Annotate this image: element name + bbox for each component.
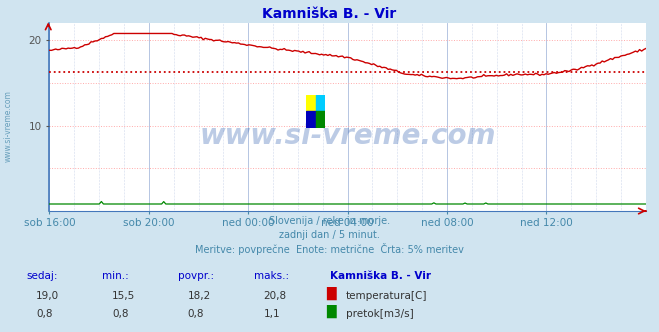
Text: 0,8: 0,8 <box>36 309 53 319</box>
Text: 19,0: 19,0 <box>36 291 59 301</box>
Bar <box>316 95 325 111</box>
Text: Slovenija / reke in morje.: Slovenija / reke in morje. <box>269 216 390 226</box>
Text: www.si-vreme.com: www.si-vreme.com <box>200 122 496 150</box>
Text: 0,8: 0,8 <box>188 309 204 319</box>
Text: temperatura[C]: temperatura[C] <box>346 291 428 301</box>
Text: 20,8: 20,8 <box>264 291 287 301</box>
Text: █: █ <box>326 287 336 300</box>
Text: 15,5: 15,5 <box>112 291 135 301</box>
Bar <box>306 95 316 111</box>
Text: maks.:: maks.: <box>254 271 289 281</box>
Bar <box>316 111 325 128</box>
Text: pretok[m3/s]: pretok[m3/s] <box>346 309 414 319</box>
Text: Meritve: povprečne  Enote: metrične  Črta: 5% meritev: Meritve: povprečne Enote: metrične Črta:… <box>195 243 464 255</box>
Text: 0,8: 0,8 <box>112 309 129 319</box>
Text: Kamniška B. - Vir: Kamniška B. - Vir <box>330 271 430 281</box>
Text: min.:: min.: <box>102 271 129 281</box>
Text: sedaj:: sedaj: <box>26 271 58 281</box>
Text: █: █ <box>326 305 336 318</box>
Text: 18,2: 18,2 <box>188 291 211 301</box>
Text: Kamniška B. - Vir: Kamniška B. - Vir <box>262 7 397 21</box>
Text: 1,1: 1,1 <box>264 309 280 319</box>
Bar <box>306 111 316 128</box>
Text: povpr.:: povpr.: <box>178 271 214 281</box>
Text: www.si-vreme.com: www.si-vreme.com <box>3 90 13 162</box>
Text: zadnji dan / 5 minut.: zadnji dan / 5 minut. <box>279 230 380 240</box>
